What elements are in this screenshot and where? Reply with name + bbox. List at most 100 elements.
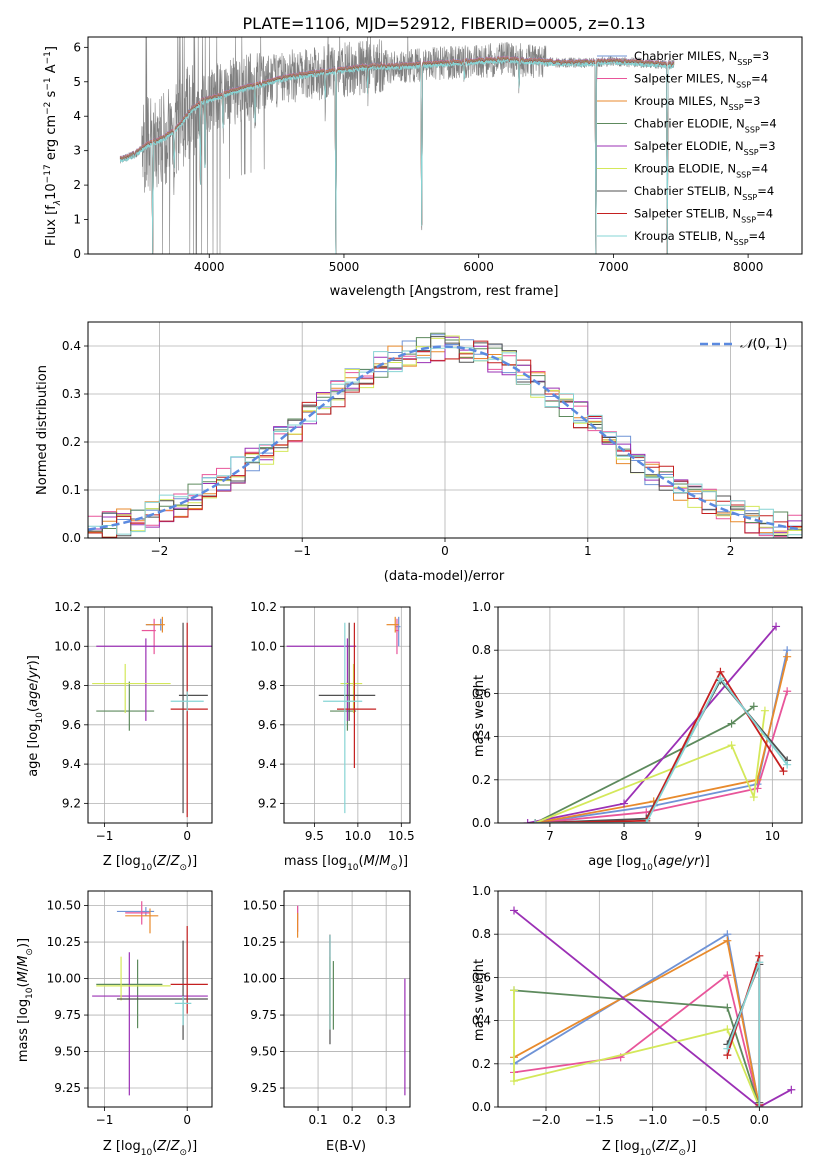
weight-vs-age-point-marker: [779, 767, 788, 776]
age-vs-mass-axes: 9.5 10.0 10.5 9.2 9.4 9.6 9.8 10.0 10.2: [250, 600, 414, 843]
legend-label: Chabrier MILES, NSSP=3: [634, 49, 769, 67]
age-vs-Z-plot-area: [92, 616, 212, 818]
spectrum-xtick-label: 8000: [733, 260, 764, 274]
mass-vs-EBV-ytick-label: 9.50: [250, 1045, 277, 1059]
panel-mass-vs-EBV-labels: E(B-V): [326, 1139, 366, 1154]
mass-vs-EBV-xtick-label: 0.1: [309, 1113, 328, 1127]
mass-vs-Z-frame: [87, 890, 213, 1108]
weight-vs-age-point-marker: [716, 674, 725, 683]
weight-vs-Z-point-marker: [510, 906, 518, 915]
weight-vs-Z-ytick-label: 0.8: [472, 927, 491, 941]
residual-histogram: [88, 336, 802, 534]
weight-vs-Z-ytick-label: 0.6: [472, 970, 491, 984]
weight-vs-Z-point-marker: [510, 986, 518, 995]
mass-vs-EBV-xtick-label: 0.3: [377, 1113, 396, 1127]
legend-label: Kroupa MILES, NSSP=3: [634, 94, 760, 112]
age-vs-Z-frame: [87, 606, 213, 824]
spectrum-ytick-label: 3: [73, 144, 81, 158]
mass-vs-Z-ytick-label: 10.25: [47, 935, 81, 949]
weight-vs-Z-xtick-label: −1.5: [585, 1113, 614, 1127]
age-vs-mass-ytick-label: 10.2: [250, 600, 277, 614]
residual-xtick-label: −2: [151, 544, 169, 558]
mass-vs-EBV-ytick-label: 10.00: [243, 972, 277, 986]
mass-vs-EBV-ytick-label: 10.25: [243, 935, 277, 949]
legend-label: Chabrier ELODIE, NSSP=4: [634, 117, 777, 135]
legend-label: Chabrier STELIB, NSSP=4: [634, 184, 774, 202]
spectrum-xlabel: wavelength [Angstrom, rest frame]: [330, 284, 559, 299]
weight-vs-Z-axes: −2.0 −1.5 −1.0 −0.5 0.0 0.0 0.2 0.4 0.6 0.8 1.0: [472, 884, 802, 1127]
weight-vs-Z-point-marker: [723, 1003, 732, 1012]
weight-vs-age-point-marker: [642, 819, 651, 823]
mass-vs-EBV-ytick-label: 10.50: [243, 899, 277, 913]
age-vs-Z-axes: −1 0 9.2 9.4 9.6 9.8 10.0 10.2: [54, 600, 212, 843]
mass-vs-EBV-plot-area: [297, 905, 406, 1096]
weight-vs-Z-point-marker: [755, 958, 764, 967]
age-vs-mass-ytick-label: 9.2: [258, 796, 277, 810]
residual-axes: −2 −1 0 1 2 0.0 0.1 0.2 0.3 0.4: [62, 322, 802, 558]
weight-vs-age-series-line: [535, 676, 788, 823]
legend-label: Salpeter MILES, NSSP=4: [634, 72, 768, 90]
weight-vs-Z-series-line: [513, 973, 761, 1107]
age-vs-mass-xtick-label: 10.0: [345, 829, 372, 843]
age-vs-Z-ytick-label: 9.4: [62, 757, 81, 771]
weight-vs-Z-ytick-label: 0.2: [472, 1057, 491, 1071]
residual-plot-area: [88, 332, 802, 538]
spectrum-ytick-label: 5: [73, 75, 81, 89]
age-vs-Z-ytick-label: 10.0: [54, 639, 81, 653]
spectrum-ylabel: Flux [fλ10−17 erg cm−2 s−1 A−1]: [43, 46, 63, 246]
weight-vs-age-point-marker: [531, 819, 540, 823]
age-vs-Z-xlabel: Z [log10(Z/Z⊙)]: [103, 854, 197, 873]
mass-vs-Z-xtick-label: 0: [183, 1113, 191, 1127]
spectrum-xtick-label: 7000: [598, 260, 629, 274]
weight-vs-age-ytick-label: 0.0: [472, 816, 491, 830]
residual-xtick-label: 1: [584, 544, 592, 558]
mass-vs-Z-xtick-label: −1: [96, 1113, 114, 1127]
weight-vs-age-point-marker: [620, 799, 629, 808]
weight-vs-age-ytick-label: 0.2: [472, 773, 491, 787]
weight-vs-Z-point-marker: [510, 1077, 518, 1086]
spectrum-ytick-label: 1: [73, 213, 81, 227]
age-vs-Z-ytick-label: 9.6: [62, 718, 81, 732]
weight-vs-age-series-line: [534, 656, 789, 823]
residual-frame: [87, 321, 803, 539]
age-vs-mass-xlabel: mass [log10(M/M⊙)]: [284, 854, 408, 873]
weight-vs-Z-point-marker: [787, 1085, 796, 1094]
mass-vs-Z-ylabel: mass [log10(M/M⊙)]: [16, 938, 35, 1062]
spectrum-data-line: [120, 37, 675, 254]
panel-residual-distribution: (data-model)/error Normed distribution: [35, 365, 505, 584]
mass-vs-EBV-xtick-label: 0.2: [343, 1113, 362, 1127]
spectrum-model-line: [119, 58, 675, 254]
residual-histogram: [88, 347, 802, 538]
weight-vs-Z-point-marker: [723, 1044, 732, 1053]
mass-vs-EBV-ytick-label: 9.75: [250, 1008, 277, 1022]
weight-vs-age-series-line: [534, 710, 766, 823]
weight-vs-age-series-line: [534, 705, 755, 823]
weight-vs-age-point-marker: [753, 775, 762, 784]
weight-vs-age-ylabel: mass weight: [472, 675, 487, 757]
weight-vs-age-ytick-label: 0.4: [472, 730, 491, 744]
weight-vs-Z-ylabel: mass weight: [472, 959, 487, 1041]
mass-vs-Z-ytick-label: 9.75: [54, 1008, 81, 1022]
residual-ylabel: Normed distribution: [35, 365, 50, 495]
residual-ytick-label: 0.0: [62, 531, 81, 545]
weight-vs-age-point-marker: [783, 652, 792, 661]
age-vs-Z-xtick-label: −1: [96, 829, 114, 843]
age-vs-Z-ytick-label: 10.2: [54, 600, 81, 614]
weight-vs-age-series-line: [535, 678, 788, 823]
panel-spectrum: wavelength [Angstrom, rest frame] Flux […: [43, 46, 558, 299]
residual-ytick-label: 0.3: [62, 387, 81, 401]
panel-weight-vs-age-labels: age [log10(age/yr)] mass weight: [472, 675, 710, 873]
mass-vs-Z-plot-area: [92, 901, 208, 1096]
mass-vs-Z-ytick-label: 10.00: [47, 972, 81, 986]
age-vs-mass-ytick-label: 9.6: [258, 718, 277, 732]
legend-label: Kroupa STELIB, NSSP=4: [634, 229, 765, 247]
weight-vs-age-ytick-label: 0.8: [472, 643, 491, 657]
weight-vs-age-series-line: [535, 690, 789, 823]
legend-label: Salpeter ELODIE, NSSP=3: [634, 139, 776, 157]
weight-vs-age-xtick-label: 7: [546, 829, 554, 843]
age-vs-mass-ytick-label: 10.0: [250, 639, 277, 653]
weight-vs-age-point-marker: [523, 819, 532, 823]
gaussian-reference-curve: [88, 345, 802, 531]
weight-vs-age-xtick-label: 9: [694, 829, 702, 843]
weight-vs-Z-frame: [497, 890, 803, 1108]
